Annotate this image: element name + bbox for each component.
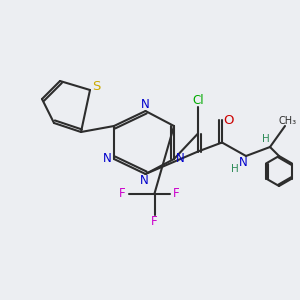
Text: Cl: Cl	[192, 94, 204, 107]
Text: O: O	[223, 113, 234, 127]
Text: F: F	[119, 187, 126, 200]
Text: CH₃: CH₃	[279, 116, 297, 126]
Text: N: N	[176, 152, 185, 166]
Text: H: H	[262, 134, 269, 145]
Text: S: S	[92, 80, 101, 94]
Text: H: H	[231, 164, 239, 174]
Text: F: F	[173, 187, 179, 200]
Text: N: N	[103, 152, 112, 166]
Text: N: N	[141, 98, 150, 111]
Text: F: F	[151, 214, 158, 228]
Text: N: N	[140, 174, 148, 187]
Text: N: N	[238, 156, 247, 169]
